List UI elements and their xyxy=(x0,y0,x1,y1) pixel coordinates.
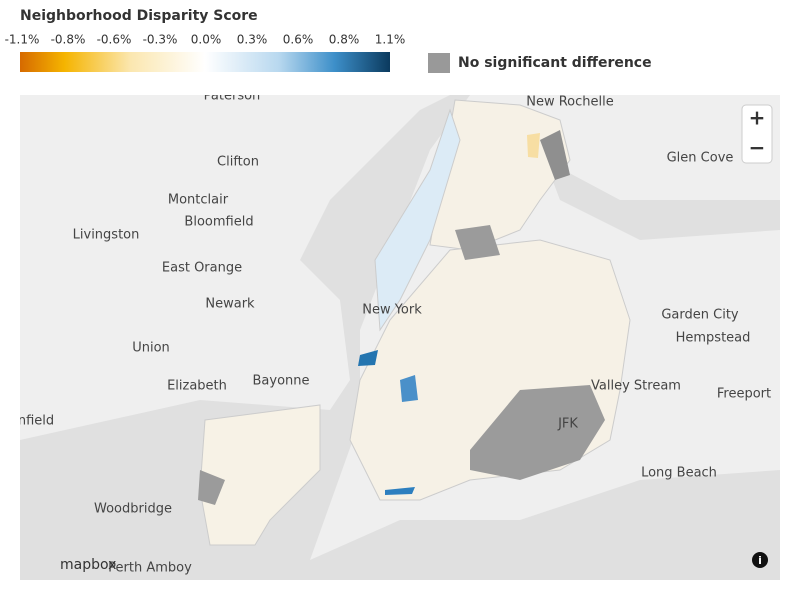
high-score xyxy=(358,350,378,366)
place-label: Freeport xyxy=(717,387,771,402)
legend-tick: 0.0% xyxy=(191,33,222,47)
no-sig-label: No significant difference xyxy=(458,55,652,71)
place-label: JFK xyxy=(557,417,578,432)
park xyxy=(540,130,570,180)
place-label: nfield xyxy=(18,414,54,429)
place-label: Hempstead xyxy=(676,331,751,346)
jfk-area xyxy=(470,385,605,480)
place-label: New Rochelle xyxy=(526,95,614,110)
place-label: Long Beach xyxy=(641,466,717,481)
place-label: Elizabeth xyxy=(167,379,227,394)
place-label: Montclair xyxy=(168,193,229,208)
place-label: Bayonne xyxy=(252,374,309,389)
place-label: Livingston xyxy=(73,228,140,243)
place-label: Union xyxy=(132,341,170,356)
no-sig-swatch xyxy=(428,53,450,73)
water xyxy=(545,160,780,240)
place-label: Glen Cove xyxy=(667,151,734,166)
legend-tick: 1.1% xyxy=(375,33,406,47)
info-icon[interactable]: i xyxy=(758,554,762,567)
legend-tick: 0.6% xyxy=(283,33,314,47)
color-scale xyxy=(20,52,390,72)
zoom-control xyxy=(741,104,773,164)
legend-tick: -0.8% xyxy=(51,33,86,47)
place-label: Clifton xyxy=(217,155,259,170)
map: Paterson New Rochelle Clifton Glen Cove Mont… xyxy=(18,89,780,580)
zoom-in[interactable]: + xyxy=(749,106,766,130)
legend-tick: -1.1% xyxy=(5,33,40,47)
high-score xyxy=(400,375,418,402)
park xyxy=(455,225,500,260)
attribution: mapbox xyxy=(60,557,116,573)
place-label: Woodbridge xyxy=(94,502,172,517)
legend-tick: -0.6% xyxy=(97,33,132,47)
zoom-out[interactable]: − xyxy=(749,136,766,160)
low-score xyxy=(527,133,540,158)
legend: Neighborhood Disparity Score -1.1% -0.8% -… xyxy=(5,8,652,73)
place-label: East Orange xyxy=(162,261,242,276)
place-label: Bloomfield xyxy=(184,215,253,230)
place-label: Perth Amboy xyxy=(108,561,192,576)
place-label: Garden City xyxy=(661,308,739,323)
info-button[interactable] xyxy=(752,552,768,568)
legend-tick: 0.8% xyxy=(329,33,360,47)
legend-tick: 0.3% xyxy=(237,33,268,47)
place-label: Paterson xyxy=(204,89,261,104)
legend-tick: -0.3% xyxy=(143,33,178,47)
legend-title: Neighborhood Disparity Score xyxy=(20,8,258,24)
high-score xyxy=(385,487,415,495)
manhattan xyxy=(374,108,461,332)
place-label: Valley Stream xyxy=(591,379,681,394)
no-sig xyxy=(198,470,225,505)
place-label: Newark xyxy=(205,297,255,312)
place-label: New York xyxy=(362,303,422,318)
